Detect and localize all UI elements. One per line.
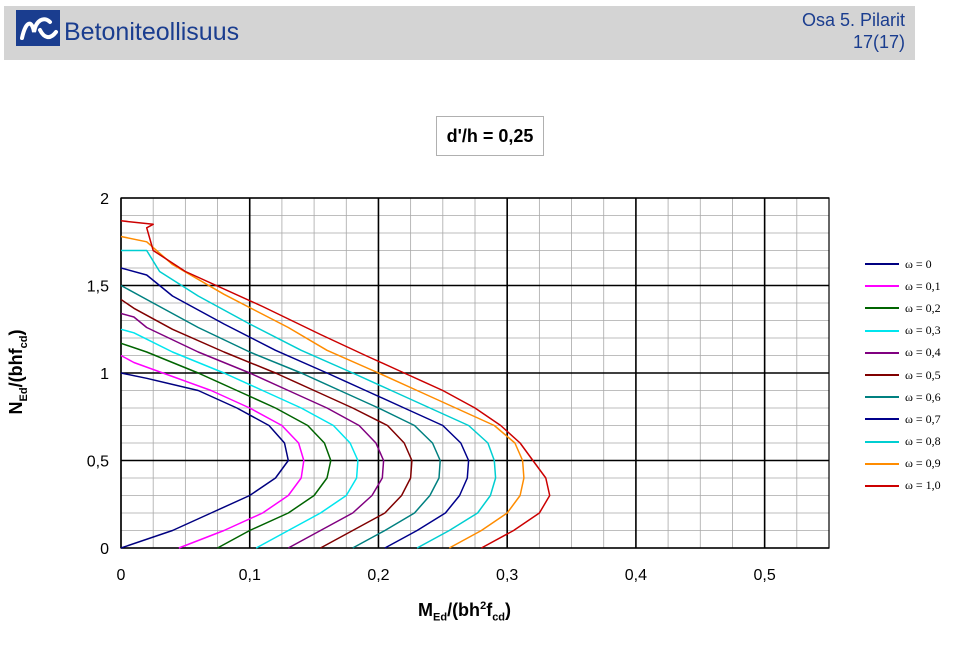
legend-item: ω = 0,2 xyxy=(865,297,955,319)
series-line-7 xyxy=(120,267,470,549)
legend-label: ω = 0,2 xyxy=(905,300,941,315)
legend-swatch xyxy=(865,440,899,443)
legend-swatch xyxy=(865,462,899,465)
legend-item: ω = 0,5 xyxy=(865,364,955,386)
x-axis-label: MEd/(bh2fcd) xyxy=(418,600,512,624)
legend-item: ω = 0,7 xyxy=(865,408,955,430)
legend-item: ω = 1,0 xyxy=(865,475,955,497)
legend-label: ω = 0,8 xyxy=(905,434,941,449)
legend-label: ω = 0,6 xyxy=(905,389,941,404)
betoniteollisuus-logo-icon xyxy=(16,10,60,46)
x-tick-label: 0 xyxy=(117,567,126,584)
legend-item: ω = 0,3 xyxy=(865,320,955,342)
legend-swatch xyxy=(865,351,899,354)
legend-item: ω = 0,8 xyxy=(865,431,955,453)
legend-label: ω = 1,0 xyxy=(905,478,941,493)
legend-label: ω = 0 xyxy=(905,256,932,271)
legend-swatch xyxy=(865,418,899,421)
header-right: Osa 5. Pilarit 17(17) xyxy=(802,9,905,53)
y-tick-label: 0 xyxy=(100,541,109,558)
legend-swatch xyxy=(865,329,899,332)
series-line-1 xyxy=(120,354,305,549)
series-line-5 xyxy=(120,298,413,549)
page-number: 17(17) xyxy=(852,32,905,52)
legend-label: ω = 0,7 xyxy=(905,411,941,426)
y-tick-label: 1 xyxy=(100,366,109,383)
legend-label: ω = 0,1 xyxy=(905,278,941,293)
series-line-4 xyxy=(120,312,385,549)
y-tick-label: 1,5 xyxy=(87,279,109,296)
series-line-6 xyxy=(120,284,441,549)
legend-label: ω = 0,4 xyxy=(905,345,941,360)
legend-item: ω = 0,9 xyxy=(865,453,955,475)
page-header: Betoniteollisuus Osa 5. Pilarit 17(17) xyxy=(4,6,915,60)
legend-item: ω = 0,6 xyxy=(865,386,955,408)
y-tick-label: 0,5 xyxy=(87,454,109,471)
x-tick-label: 0,4 xyxy=(625,567,647,584)
series-line-8 xyxy=(121,249,497,549)
x-tick-label: 0,3 xyxy=(496,567,518,584)
legend-label: ω = 0,9 xyxy=(905,456,941,471)
legend-swatch xyxy=(865,374,899,377)
legend-swatch xyxy=(865,484,899,487)
legend-label: ω = 0,5 xyxy=(905,367,941,382)
y-tick-label: 2 xyxy=(100,191,109,208)
series-line-10 xyxy=(120,220,551,549)
chart-title: d'/h = 0,25 xyxy=(436,116,544,156)
section-title: Osa 5. Pilarit xyxy=(801,10,905,30)
x-tick-label: 0,1 xyxy=(239,567,261,584)
chart-legend: ω = 0 ω = 0,1 ω = 0,2 ω = 0,3 ω = 0,4 ω = 0,5… xyxy=(865,253,955,497)
x-tick-label: 0,2 xyxy=(367,567,389,584)
legend-item: ω = 0,4 xyxy=(865,342,955,364)
legend-item: ω = 0 xyxy=(865,253,955,275)
legend-item: ω = 0,1 xyxy=(865,275,955,297)
legend-swatch xyxy=(865,396,899,399)
series-line-3 xyxy=(120,328,359,549)
x-tick-label: 0,5 xyxy=(754,567,776,584)
series-line-0 xyxy=(120,372,290,549)
legend-label: ω = 0,3 xyxy=(905,323,941,338)
brand-name: Betoniteollisuus xyxy=(64,18,240,46)
legend-swatch xyxy=(865,285,899,288)
series-line-9 xyxy=(120,235,525,549)
legend-swatch xyxy=(865,307,899,310)
series-line-2 xyxy=(120,342,332,549)
legend-swatch xyxy=(865,263,899,266)
